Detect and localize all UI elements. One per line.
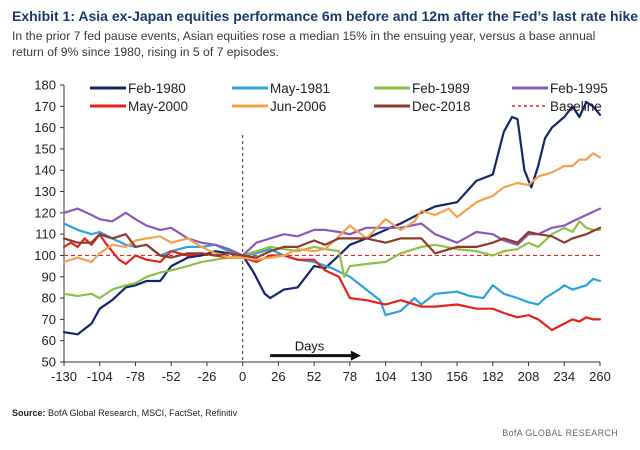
y-tick-label: 100 [34,248,56,263]
series-line-feb-1989 [62,220,602,300]
line-chart: 50 60 70 80 90 100 110 120 130 140 150 160 170 180 -13… [34,78,611,385]
legend-label: Baseline [550,99,602,114]
series-line-dec-2018 [62,226,602,259]
chart-title: Exhibit 1: Asia ex-Japan equities perfor… [12,8,639,24]
source-note: Source: BofA Global Research, MSCI, Fact… [12,408,237,418]
series-line-may-1981 [62,222,602,317]
y-tick-label: 70 [42,312,56,327]
x-tick-label: 78 [343,369,357,384]
x-tick-label: 52 [307,369,321,384]
y-tick-label: 130 [34,184,56,199]
y-tick-label: 140 [34,163,56,178]
y-tick-label: 160 [34,120,56,135]
chart-subtitle: In the prior 7 fed pause events, Asian e… [12,29,596,59]
x-tick-label: 26 [271,369,285,384]
y-tick-label: 80 [42,291,56,306]
days-arrow-head [350,350,361,361]
series-line-feb-1995 [62,207,602,257]
x-tick-label: -130 [51,369,77,384]
source-label: Source: [12,408,46,418]
x-tick-label: 182 [482,369,504,384]
legend-group: Feb-1980 May-1981 Feb-1989 Feb-1995 May-2000… [90,81,608,114]
x-tick-label: 234 [553,369,575,384]
brand-footer: BofA GLOBAL RESEARCH [502,428,618,438]
legend-label: Feb-1989 [412,81,470,96]
legend-label: Feb-1995 [550,81,608,96]
x-tick-label: 0 [239,369,246,384]
y-tick-label: 90 [42,269,56,284]
series-line-may-2000 [62,233,602,332]
days-annotation-label: Days [295,339,325,354]
y-tick-label: 120 [34,205,56,220]
y-tick-label: 60 [42,333,56,348]
x-tick-label: 208 [518,369,540,384]
x-tick-label: 156 [446,369,468,384]
y-tick-label: 150 [34,141,56,156]
x-tick-label: -104 [87,369,113,384]
y-tick-label: 110 [35,227,56,242]
legend-label: Feb-1980 [128,81,186,96]
series-line-jun-2006 [62,152,602,263]
x-tick-label: 104 [375,369,397,384]
x-tick-label: -52 [162,369,181,384]
legend-label: May-2000 [128,99,188,114]
series-group [62,100,602,336]
y-tick-label: 170 [34,99,56,114]
legend-label: Dec-2018 [412,99,471,114]
x-tick-label: 130 [410,369,432,384]
source-text: BofA Global Research, MSCI, FactSet, Ref… [48,408,238,418]
axes-group: 50 60 70 80 90 100 110 120 130 140 150 160 170 180 -13… [34,78,611,385]
x-tick-label: -78 [126,369,145,384]
y-tick-label: 180 [34,78,56,93]
series-line-feb-1980 [62,100,602,336]
x-tick-label: -26 [198,369,217,384]
x-tick-label: 260 [589,369,611,384]
y-tick-label: 50 [42,355,56,370]
annotation-group: Days [270,339,361,361]
legend-label: May-1981 [270,81,330,96]
legend-label: Jun-2006 [270,99,326,114]
